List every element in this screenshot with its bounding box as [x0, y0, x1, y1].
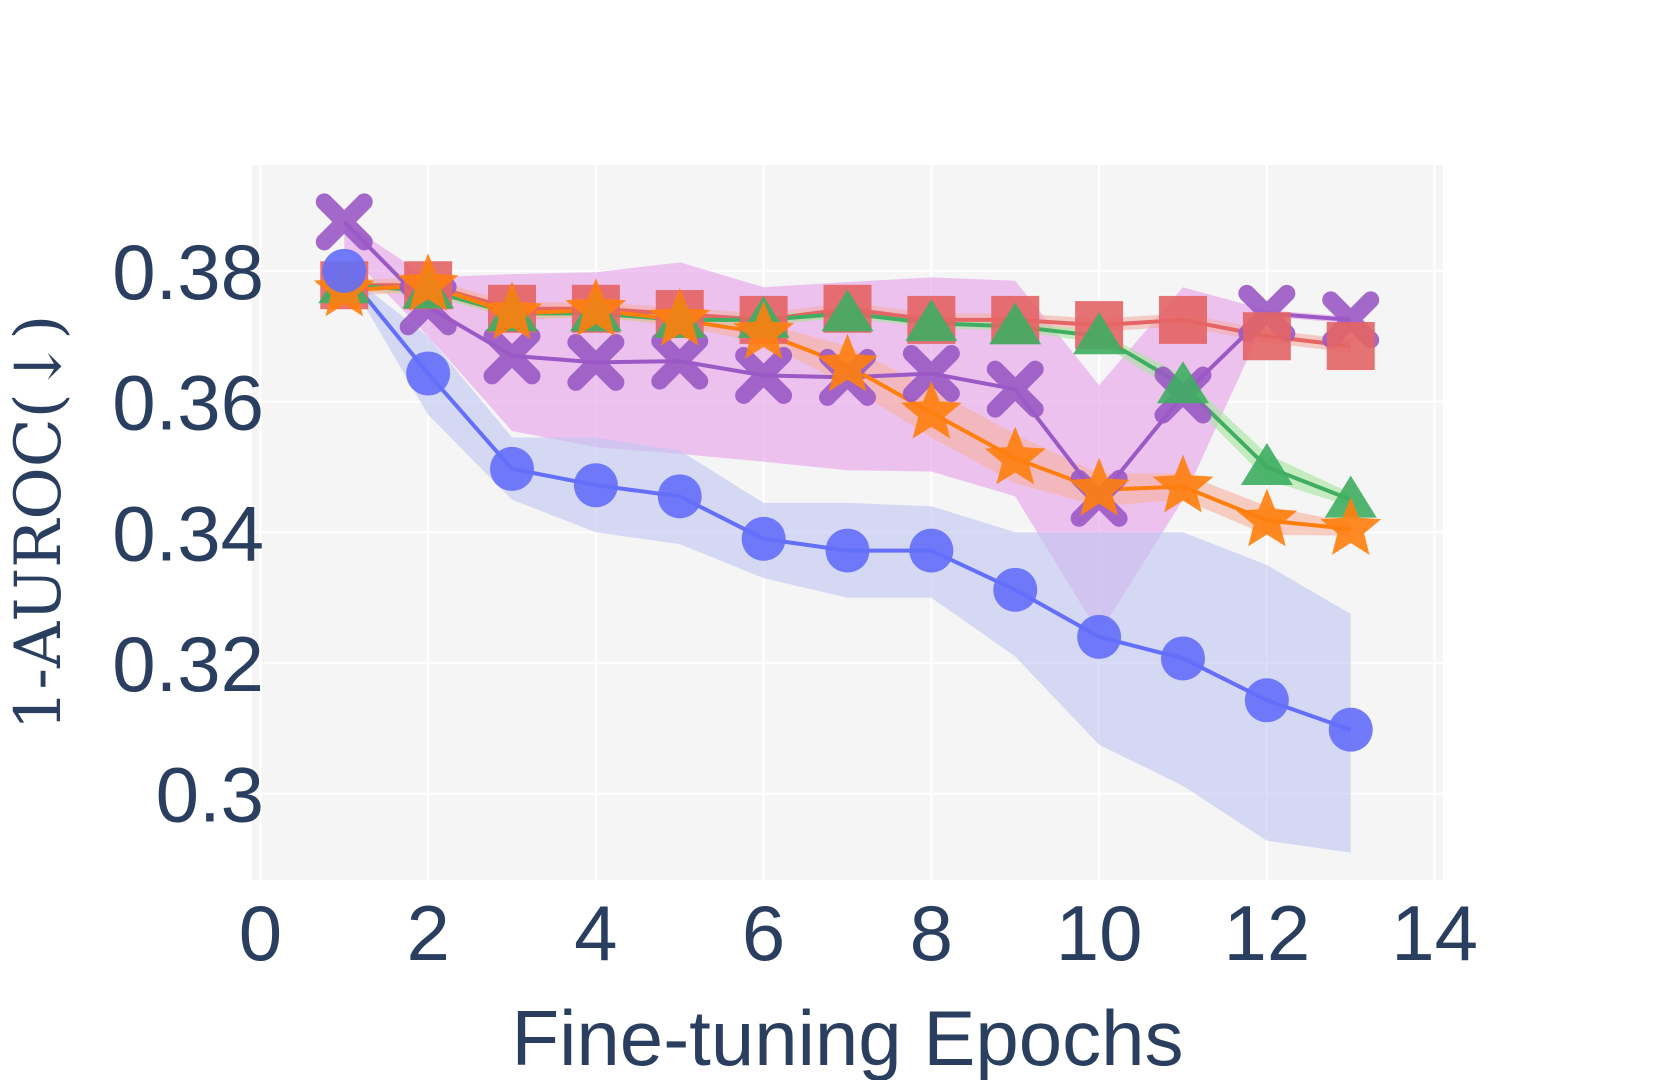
star-marker: [1320, 497, 1382, 555]
x-axis-title: Fine-tuning Epochs: [511, 994, 1183, 1080]
x-marker: [986, 360, 1044, 418]
x-marker: [315, 193, 373, 251]
star-marker: [900, 380, 962, 439]
x-tick-label: 2: [406, 889, 449, 977]
x-marker: [902, 344, 960, 402]
circle-marker: [1077, 614, 1122, 659]
triangle-marker: [905, 299, 958, 342]
square-marker: [1326, 322, 1375, 371]
square-marker: [1158, 295, 1207, 344]
x-tick-label: 10: [1056, 889, 1143, 977]
star-marker: [1152, 454, 1214, 513]
circle-marker: [825, 528, 870, 573]
x-tick-labels: 0 2 4 6 8 10 12 14: [239, 889, 1478, 977]
circle-marker: [1328, 707, 1373, 752]
circle-marker: [490, 446, 535, 491]
x-tick-label: 0: [239, 889, 282, 977]
star-marker: [481, 281, 543, 340]
y-tick-label: 0.32: [112, 620, 264, 708]
circle-marker: [1160, 636, 1205, 681]
x-marker: [735, 346, 793, 404]
y-axis-title: 1-AUROC(↓): [2, 315, 76, 731]
star-marker: [565, 278, 627, 336]
star-marker: [817, 333, 878, 392]
circle-marker: [406, 351, 451, 396]
series-markers: [313, 193, 1382, 752]
y-tick-label: 0.3: [156, 751, 264, 839]
star-marker: [1236, 488, 1298, 547]
circle-marker: [909, 528, 954, 573]
square-marker: [1242, 312, 1291, 361]
x-tick-label: 4: [574, 889, 617, 977]
circle-marker: [1244, 678, 1289, 723]
star-marker: [397, 253, 459, 312]
x-tick-label: 8: [910, 889, 953, 977]
x-marker: [651, 332, 709, 390]
triangle-marker: [1240, 442, 1293, 485]
triangle-marker: [1324, 475, 1377, 518]
circle-marker: [993, 567, 1038, 612]
triangle-marker: [1073, 312, 1126, 355]
star-marker: [984, 426, 1046, 485]
y-tick-label: 0.36: [112, 359, 264, 447]
star-marker: [733, 301, 795, 359]
y-tick-labels: 0.3 0.32 0.34 0.36 0.38: [112, 228, 264, 839]
star-marker: [649, 287, 711, 346]
circle-marker: [573, 463, 618, 508]
series-3-markers: [313, 253, 1382, 555]
triangle-marker: [1156, 361, 1209, 404]
y-tick-label: 0.34: [112, 489, 264, 577]
triangle-marker: [989, 302, 1042, 345]
circle-marker: [322, 248, 367, 293]
x-tick-label: 14: [1391, 889, 1478, 977]
series-4-markers: [322, 248, 1373, 752]
star-marker: [1068, 457, 1130, 516]
circle-marker: [741, 516, 786, 561]
x-tick-label: 12: [1223, 889, 1310, 977]
triangle-marker: [821, 289, 874, 332]
y-tick-label: 0.38: [112, 228, 264, 316]
x-tick-label: 6: [742, 889, 785, 977]
circle-marker: [657, 474, 702, 519]
x-marker: [567, 333, 625, 391]
x-marker: [483, 327, 541, 385]
